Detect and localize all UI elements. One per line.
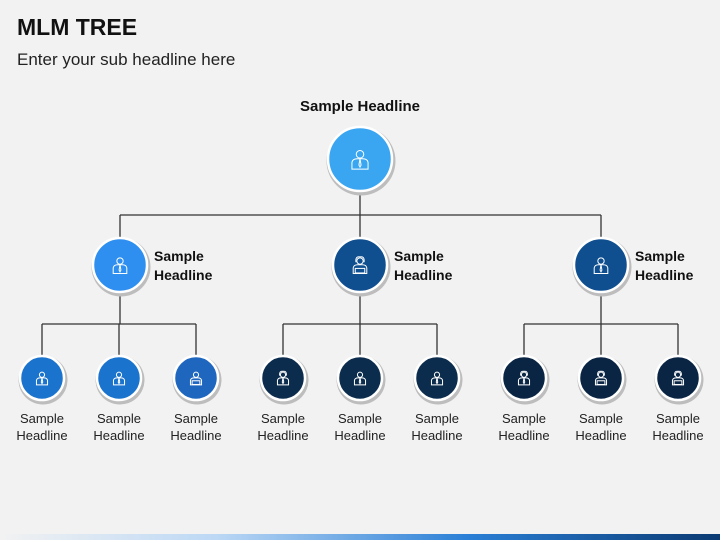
level1-node-label-1: Sample Headline <box>154 247 212 285</box>
level2-node-label-9: Sample Headline <box>638 410 718 444</box>
level2-node-label-8-line1: Sample <box>578 411 624 426</box>
level2-node-label-7: Sample Headline <box>484 410 564 444</box>
level2-node-label-1-line2: Headline <box>16 428 68 443</box>
level2-node-label-6-line1: Sample <box>414 411 460 426</box>
woman-icon <box>276 370 290 386</box>
level2-node-4 <box>259 354 309 405</box>
footer-accent-bar <box>0 534 720 540</box>
level2-node-label-8-line2: Headline <box>575 428 627 443</box>
level2-node-label-1: Sample Headline <box>2 410 82 444</box>
root-node <box>326 125 396 196</box>
level1-node-label-2-line1: Sample <box>394 248 444 264</box>
level1-node-1 <box>91 236 151 297</box>
level1-node-label-1-line1: Sample <box>154 248 204 264</box>
businessman-icon <box>351 150 369 170</box>
level2-node-label-9-line2: Headline <box>652 428 704 443</box>
level2-node-label-4-line1: Sample <box>260 411 306 426</box>
level2-node-label-3-line2: Headline <box>170 428 222 443</box>
woman-laptop-icon <box>594 370 608 386</box>
level2-node-7 <box>500 354 550 405</box>
level1-node-label-3-line1: Sample <box>635 248 685 264</box>
level1-node-label-2: Sample Headline <box>394 247 452 285</box>
level1-node-label-2-line2: Headline <box>394 267 453 283</box>
page-title: MLM TREE <box>17 14 138 40</box>
level2-node-label-2-line2: Headline <box>93 428 145 443</box>
level2-node-9 <box>654 354 704 405</box>
woman-icon <box>517 370 531 386</box>
root-node-label: Sample Headline <box>299 98 421 115</box>
woman-laptop-icon <box>671 370 685 386</box>
tree-nodes <box>18 125 704 405</box>
level2-node-label-8: Sample Headline <box>561 410 641 444</box>
level2-node-1 <box>18 354 68 405</box>
level2-node-label-4: Sample Headline <box>243 410 323 444</box>
woman-laptop-icon <box>352 256 368 275</box>
businessman-icon <box>593 257 609 275</box>
level2-node-label-9-line1: Sample <box>655 411 701 426</box>
man-laptop-icon <box>189 371 203 386</box>
level2-node-label-7-line2: Headline <box>498 428 550 443</box>
businessman-icon <box>112 371 126 386</box>
level2-node-label-3: Sample Headline <box>156 410 236 444</box>
businessman-icon <box>35 371 49 386</box>
businessman-icon <box>353 371 367 386</box>
level2-node-6 <box>413 354 463 405</box>
tree-connectors <box>41 191 679 356</box>
level1-node-3 <box>572 236 632 297</box>
businessman-icon <box>112 257 128 275</box>
level2-node-5 <box>336 354 386 405</box>
level2-node-label-4-line2: Headline <box>257 428 309 443</box>
level2-node-label-2: Sample Headline <box>79 410 159 444</box>
level1-node-label-1-line2: Headline <box>154 267 213 283</box>
level1-node-2 <box>331 236 391 297</box>
level2-node-label-3-line1: Sample <box>173 411 219 426</box>
level2-node-label-5: Sample Headline <box>320 410 400 444</box>
level2-node-label-7-line1: Sample <box>501 411 547 426</box>
level2-node-label-1-line1: Sample <box>19 411 65 426</box>
level2-node-label-6: Sample Headline <box>397 410 477 444</box>
level2-node-8 <box>577 354 627 405</box>
level1-node-label-3-line2: Headline <box>635 267 694 283</box>
level2-node-3 <box>172 354 222 405</box>
level2-node-label-6-line2: Headline <box>411 428 463 443</box>
page-subtitle: Enter your sub headline here <box>17 50 236 69</box>
level1-node-label-3: Sample Headline <box>635 247 693 285</box>
level2-node-2 <box>95 354 145 405</box>
level2-node-label-2-line1: Sample <box>96 411 142 426</box>
level2-node-label-5-line1: Sample <box>337 411 383 426</box>
level2-node-label-5-line2: Headline <box>334 428 386 443</box>
businessman-icon <box>430 371 444 386</box>
